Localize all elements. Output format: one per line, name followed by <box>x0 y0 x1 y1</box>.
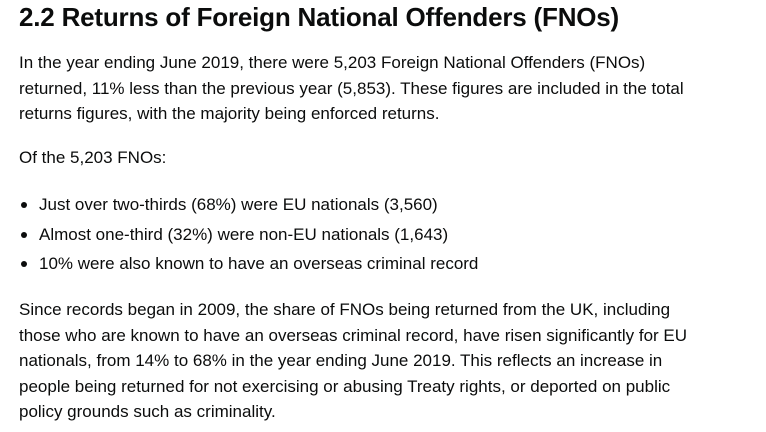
paragraph-line: nationals, from 14% to 68% in the year e… <box>19 351 663 370</box>
paragraph-line: people being returned for not exercising… <box>19 376 671 396</box>
bullet-icon <box>21 231 27 238</box>
paragraph-line: policy grounds such as criminality. <box>19 402 276 421</box>
list-item: 10% were also known to have an overseas … <box>19 249 478 279</box>
list-item-text: 10% were also known to have an overseas … <box>39 254 479 274</box>
fno-bullet-list: Just over two-thirds (68%) were EU natio… <box>19 190 478 279</box>
intro-paragraph: In the year ending June 2019, there were… <box>19 50 684 127</box>
paragraph-line: Since records began in 2009, the share o… <box>19 300 671 319</box>
paragraph-line: In the year ending June 2019, there were… <box>19 53 646 72</box>
list-item-text: Just over two-thirds (68%) were EU natio… <box>39 195 438 214</box>
list-item: Just over two-thirds (68%) were EU natio… <box>19 190 478 220</box>
list-item: Almost one-third (32%) were non-EU natio… <box>19 220 478 250</box>
bullet-icon <box>21 202 27 208</box>
paragraph-line: those who are known to have an overseas … <box>19 325 688 345</box>
paragraph-line: returns figures, with the majority being… <box>19 104 440 123</box>
trend-paragraph: Since records began in 2009, the share o… <box>19 297 687 425</box>
paragraph-line: returned, 11% less than the previous yea… <box>19 78 684 98</box>
bullet-icon <box>21 261 27 268</box>
list-intro: Of the 5,203 FNOs: <box>19 148 167 167</box>
list-item-text: Almost one-third (32%) were non-EU natio… <box>39 224 449 244</box>
section-heading: 2.2 Returns of Foreign National Offender… <box>19 2 620 32</box>
